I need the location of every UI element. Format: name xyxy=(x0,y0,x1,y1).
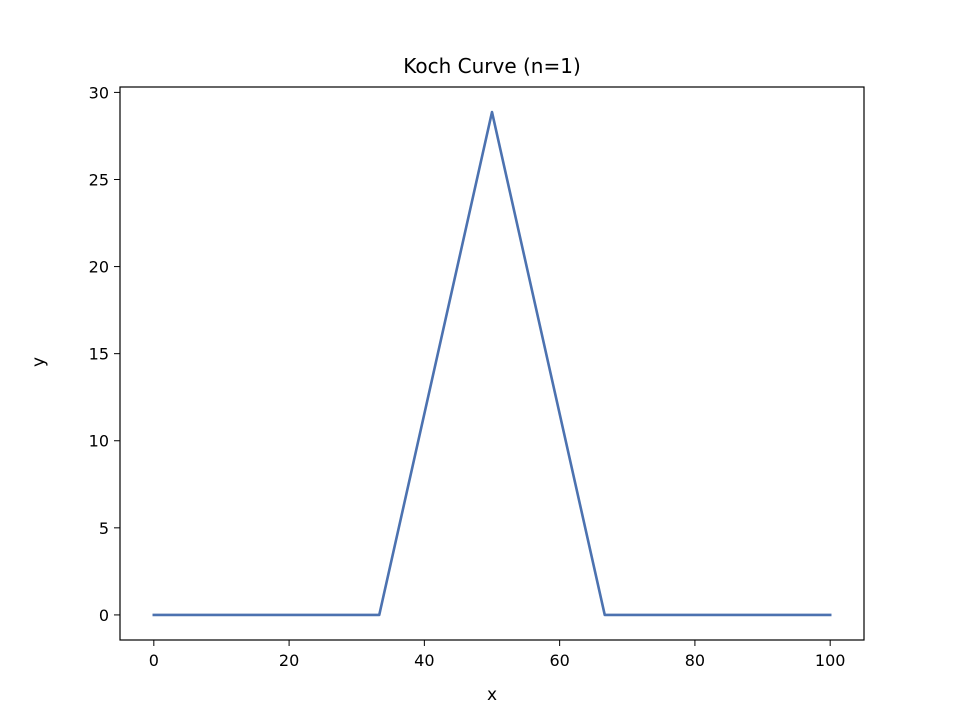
y-tick-label: 5 xyxy=(99,519,109,538)
x-tick-label: 40 xyxy=(414,651,434,670)
y-tick-label: 0 xyxy=(99,606,109,625)
x-axis: 0 20 40 60 80 100 xyxy=(149,640,846,670)
y-tick-label: 10 xyxy=(89,432,109,451)
y-axis-label: y xyxy=(29,357,49,367)
x-axis-label: x xyxy=(487,685,497,705)
x-tick-label: 0 xyxy=(149,651,159,670)
x-tick-label: 20 xyxy=(279,651,299,670)
y-axis: 0 5 10 15 20 25 30 xyxy=(89,83,120,625)
y-tick-label: 15 xyxy=(89,345,109,364)
chart-title: Koch Curve (n=1) xyxy=(403,54,581,78)
x-tick-label: 100 xyxy=(815,651,846,670)
y-tick-label: 20 xyxy=(89,258,109,277)
y-tick-label: 25 xyxy=(89,170,109,189)
axes-frame xyxy=(119,86,865,641)
plot-area xyxy=(152,110,832,617)
x-tick-label: 80 xyxy=(685,651,705,670)
y-tick-label: 30 xyxy=(89,83,109,102)
x-tick-label: 60 xyxy=(549,651,569,670)
series-line xyxy=(152,110,832,617)
